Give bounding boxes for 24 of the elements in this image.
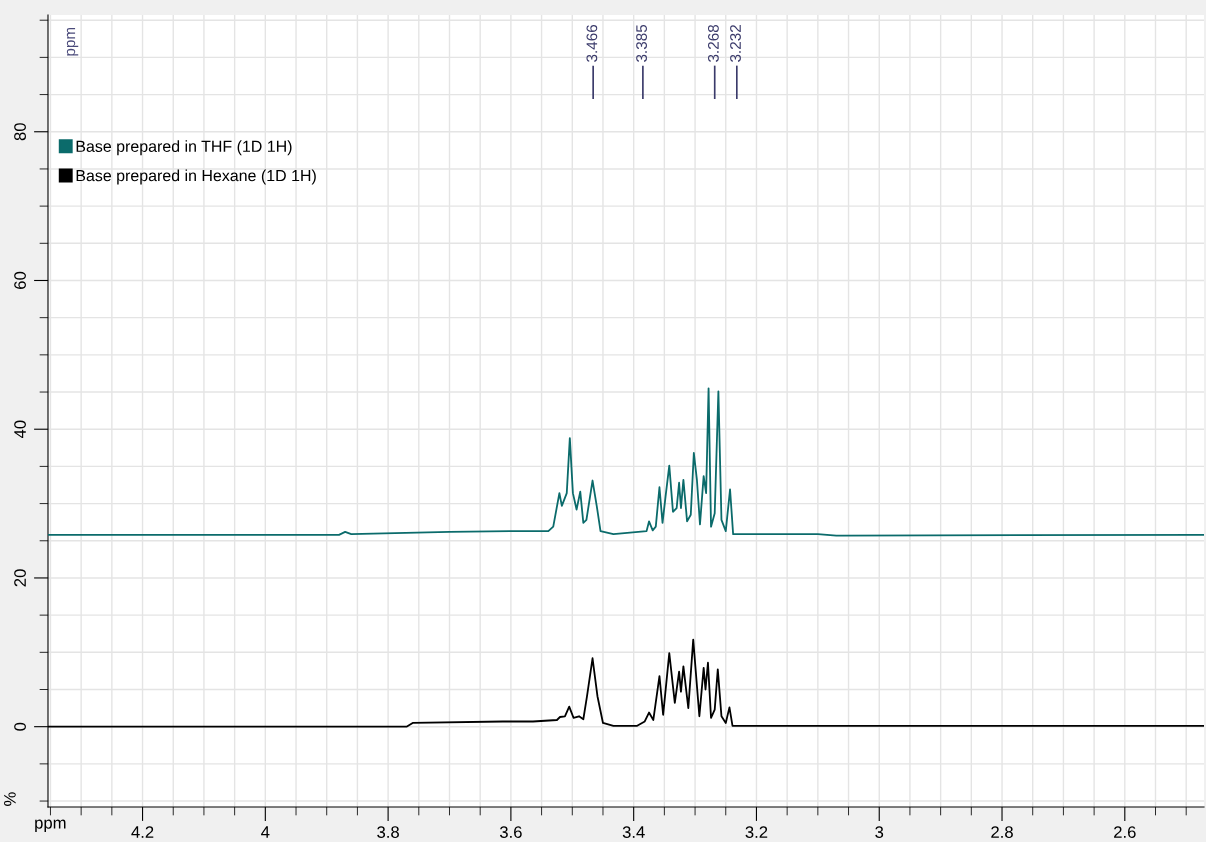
legend-label: Base prepared in Hexane (1D 1H) [76, 169, 316, 185]
x-axis-title: ppm [35, 819, 66, 833]
x-tick-label: 2.6 [1114, 826, 1136, 838]
x-tick-label: 3 [875, 826, 884, 838]
x-tick-label: 3.8 [377, 826, 399, 838]
y-tick-label: 0 [14, 722, 26, 731]
y-axis-title: % [4, 792, 16, 806]
ref-line-label: 3.385 [636, 24, 647, 62]
ref-line-label: 3.466 [586, 24, 598, 62]
x-tick-label: 3.2 [745, 826, 768, 838]
ref-line-label: 3.232 [730, 25, 741, 62]
y-tick-label: 60 [14, 271, 26, 289]
x-tick-label: 4 [261, 826, 270, 838]
ref-line-label: 3.268 [707, 24, 719, 62]
annotation: ppm [66, 27, 79, 56]
x-tick-label: 4.2 [131, 826, 154, 838]
line-series [48, 387, 1204, 537]
x-tick-label: 3.6 [499, 826, 522, 838]
y-tick-label: 20 [14, 569, 26, 587]
legend-label: Base prepared in THF (1D 1H) [76, 140, 292, 156]
y-tick-label: 80 [14, 123, 26, 141]
x-tick-label: 3.4 [622, 826, 645, 838]
y-tick-label: 40 [14, 420, 26, 439]
x-tick-label: 2.8 [991, 826, 1013, 838]
